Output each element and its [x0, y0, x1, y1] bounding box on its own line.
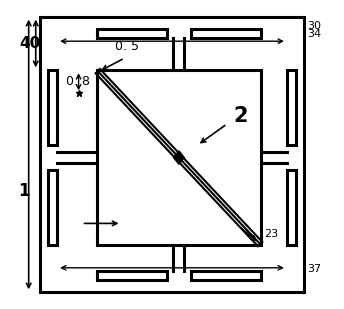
Text: 1: 1	[19, 182, 30, 200]
Text: 34: 34	[307, 28, 321, 39]
Text: 0. 8: 0. 8	[66, 75, 90, 88]
Bar	[287, 170, 296, 245]
Bar	[40, 17, 304, 292]
Bar	[97, 29, 166, 38]
Text: 37: 37	[307, 264, 321, 274]
Bar	[48, 170, 57, 245]
Bar	[287, 70, 296, 145]
Text: 40: 40	[19, 36, 40, 51]
Bar	[48, 70, 57, 145]
Text: 23: 23	[264, 229, 278, 239]
Text: 2: 2	[233, 106, 248, 126]
Text: 30: 30	[307, 21, 321, 31]
Bar	[191, 271, 261, 280]
Bar	[97, 70, 261, 245]
Bar	[97, 271, 166, 280]
Polygon shape	[173, 151, 184, 164]
Text: 0. 5: 0. 5	[115, 40, 139, 53]
Bar	[191, 29, 261, 38]
